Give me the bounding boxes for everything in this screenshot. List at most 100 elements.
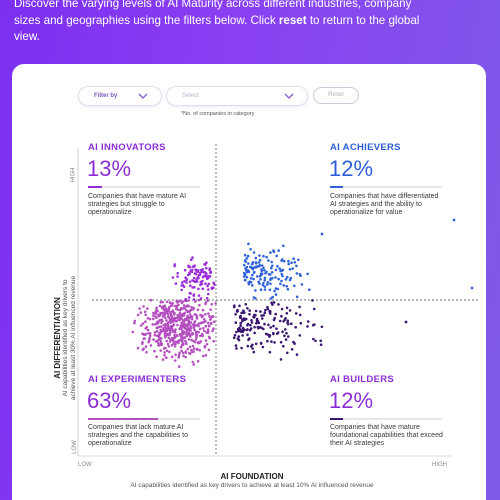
- company-dot: [199, 334, 202, 338]
- company-dot: [165, 310, 169, 314]
- company-dot: [183, 268, 187, 272]
- company-dot: [192, 363, 195, 366]
- company-dot: [204, 319, 207, 323]
- company-dot: [171, 302, 174, 305]
- company-dot: [261, 283, 265, 287]
- company-dot: [192, 276, 196, 280]
- innovators-bar: [88, 186, 200, 188]
- company-dot: [245, 276, 249, 279]
- company-dot: [251, 262, 254, 266]
- company-dot: [206, 276, 210, 280]
- company-dot: [275, 254, 279, 258]
- company-dot: [208, 314, 211, 318]
- company-dot: [155, 329, 159, 333]
- company-dot: [272, 301, 276, 304]
- company-dot: [276, 331, 280, 334]
- builders-percent: 12%: [329, 388, 374, 413]
- company-dot: [204, 324, 208, 328]
- company-dot: [285, 306, 289, 310]
- company-dot: [179, 306, 183, 310]
- company-dot: [319, 339, 323, 343]
- company-dot: [166, 342, 170, 346]
- company-dot: [277, 277, 280, 281]
- y-axis-high: HIGH: [70, 167, 77, 183]
- company-dot: [193, 320, 197, 323]
- company-dot: [192, 326, 196, 330]
- company-dot: [259, 278, 262, 281]
- company-dot: [269, 278, 272, 282]
- company-dot: [195, 348, 199, 351]
- company-dot: [190, 258, 193, 261]
- company-dot: [251, 347, 254, 350]
- company-dot: [153, 331, 157, 334]
- company-dot: [190, 348, 193, 352]
- company-dot: [235, 347, 238, 350]
- company-dot: [133, 321, 136, 325]
- company-dot: [182, 285, 186, 288]
- company-dot: [171, 309, 175, 312]
- company-dot: [191, 344, 195, 348]
- company-dot: [273, 289, 276, 293]
- company-dot: [183, 311, 186, 315]
- company-dot: [270, 264, 274, 268]
- company-dot: [246, 254, 250, 258]
- company-dot: [186, 316, 190, 319]
- company-dot: [272, 250, 276, 254]
- company-dot: [246, 333, 249, 337]
- company-dot: [280, 307, 284, 311]
- company-dot: [141, 342, 144, 346]
- company-dot: [180, 333, 184, 336]
- company-dot: [262, 327, 265, 331]
- company-dot: [239, 316, 242, 319]
- company-dot: [189, 335, 192, 338]
- company-dot: [152, 311, 155, 315]
- company-dot: [197, 331, 200, 334]
- company-dot: [191, 323, 195, 326]
- company-dot: [149, 344, 153, 347]
- company-dot: [180, 281, 184, 284]
- company-dot: [142, 305, 145, 308]
- company-dot: [258, 282, 261, 285]
- company-dot: [180, 335, 183, 339]
- company-dot: [180, 343, 184, 347]
- company-dot: [140, 324, 143, 327]
- company-dot: [204, 313, 207, 316]
- intro-line-2-text: sizes and geographies using the filters …: [14, 13, 279, 27]
- company-dot: [165, 300, 169, 304]
- company-dot: [167, 345, 171, 348]
- company-dot: [188, 280, 192, 284]
- company-dot: [275, 327, 278, 331]
- company-dot: [154, 315, 157, 319]
- company-dot: [161, 329, 165, 333]
- company-dot: [286, 322, 290, 326]
- company-dot: [203, 270, 206, 274]
- company-dot: [204, 354, 208, 357]
- company-dot: [177, 303, 180, 307]
- company-dot: [194, 338, 198, 341]
- experimenters-title: AI EXPERIMENTERS: [88, 374, 187, 385]
- company-dot: [191, 256, 194, 259]
- company-dot: [181, 331, 184, 334]
- company-dot: [184, 297, 187, 301]
- x-axis-high: HIGH: [432, 462, 447, 468]
- company-dot: [187, 264, 190, 268]
- company-dot: [273, 341, 276, 344]
- builders-description: Companies that have mature foundational …: [330, 424, 443, 448]
- innovators-bar-fill: [88, 186, 102, 188]
- select-dropdown[interactable]: Select: [166, 86, 308, 106]
- filter-by-dropdown[interactable]: Filter by: [78, 86, 162, 106]
- company-dot: [209, 308, 212, 311]
- company-dot: [175, 307, 178, 311]
- company-dot: [190, 315, 194, 318]
- innovators-description: Companies that have mature AI strategies…: [88, 193, 187, 217]
- company-dot: [193, 285, 196, 289]
- company-dot: [254, 342, 258, 346]
- company-dot: [166, 328, 170, 332]
- company-dot: [145, 350, 148, 354]
- company-dot: [293, 284, 296, 288]
- company-dot: [198, 327, 202, 331]
- company-dot: [290, 348, 294, 351]
- company-dot: [264, 308, 267, 312]
- company-dot: [142, 337, 146, 341]
- reset-button[interactable]: Reset: [313, 87, 359, 104]
